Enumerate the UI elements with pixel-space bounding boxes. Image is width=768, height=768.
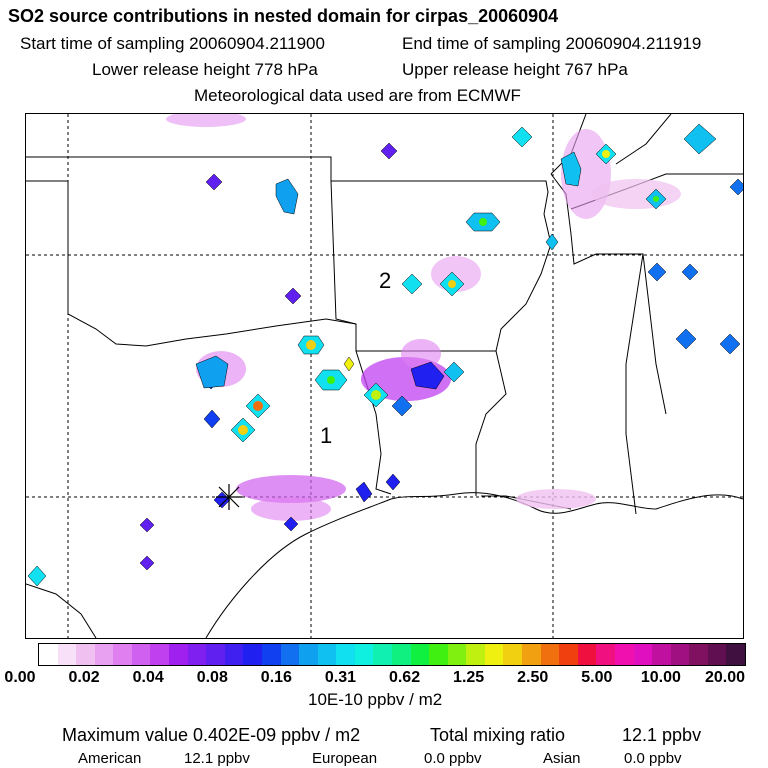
colorbar-segment <box>261 644 281 665</box>
release-site-marker <box>216 484 242 510</box>
american-label: American <box>78 750 142 767</box>
colorbar-segment <box>206 644 225 665</box>
colorbar <box>38 643 746 666</box>
source-contribution-map: 1 2 <box>25 113 744 639</box>
total-mixing-ratio-label: Total mixing ratio <box>430 725 566 745</box>
colorbar-units: 10E-10 ppbv / m2 <box>308 690 443 709</box>
colorbar-segment <box>429 644 448 665</box>
colorbar-tick-label: 0.00 <box>4 669 36 686</box>
colorbar-segment <box>484 644 504 665</box>
colorbar-segment <box>614 644 634 665</box>
colorbar-segment <box>299 644 318 665</box>
asian-value: 0.0 ppbv <box>624 750 682 767</box>
colorbar-segment <box>131 644 151 665</box>
plot-title: SO2 source contributions in nested domai… <box>8 6 559 26</box>
met-data-note: Meteorological data used are from ECMWF <box>194 86 521 105</box>
colorbar-segment <box>94 644 114 665</box>
map-canvas <box>26 114 743 638</box>
colorbar-segment <box>354 644 374 665</box>
colorbar-segment <box>187 644 207 665</box>
colorbar-segment <box>466 644 485 665</box>
colorbar-tick-label: 0.31 <box>324 669 357 686</box>
colorbar-tick-label: 0.62 <box>388 669 421 686</box>
european-label: European <box>312 750 378 767</box>
plume-areas <box>166 114 681 521</box>
colorbar-segment <box>373 644 392 665</box>
colorbar-segment <box>39 644 58 665</box>
colorbar-tick-label: 20.00 <box>704 669 746 686</box>
map-label-1: 1 <box>320 423 333 448</box>
source-markers <box>27 123 743 587</box>
colorbar-segment <box>503 644 523 665</box>
colorbar-segment <box>670 644 690 665</box>
colorbar-segment <box>224 644 244 665</box>
colorbar-tick-label: 10.00 <box>640 669 681 686</box>
european-value: 0.0 ppbv <box>424 750 482 767</box>
colorbar-segment <box>540 644 560 665</box>
colorbar-tick-label: 0.04 <box>132 669 164 686</box>
colorbar-segment <box>726 644 745 665</box>
upper-release-height: Upper release height 767 hPa <box>402 60 628 79</box>
colorbar-segment <box>596 644 615 665</box>
colorbar-segment <box>280 644 300 665</box>
maximum-value: Maximum value 0.402E-09 ppbv / m2 <box>62 725 361 745</box>
lower-release-height: Lower release height 778 hPa <box>92 60 318 79</box>
total-mixing-ratio-value: 12.1 ppbv <box>622 725 702 745</box>
asian-label: Asian <box>543 750 581 767</box>
colorbar-segment <box>689 644 708 665</box>
colorbar-segment <box>113 644 132 665</box>
colorbar-segment <box>317 644 337 665</box>
colorbar-segment <box>243 644 262 665</box>
colorbar-segment <box>652 644 671 665</box>
colorbar-tick-label: 0.02 <box>68 669 100 686</box>
colorbar-segment <box>707 644 727 665</box>
map-label-2: 2 <box>379 268 392 293</box>
colorbar-segment <box>522 644 541 665</box>
colorbar-tick-label: 0.16 <box>260 669 292 686</box>
colorbar-segment <box>410 644 430 665</box>
start-time: Start time of sampling 20060904.211900 <box>20 34 325 53</box>
colorbar-segment <box>57 644 77 665</box>
colorbar-segment <box>150 644 170 665</box>
colorbar-tick-label: 1.25 <box>453 669 485 686</box>
colorbar-tick-label: 0.08 <box>196 669 228 686</box>
colorbar-segment <box>559 644 578 665</box>
colorbar-segment <box>577 644 597 665</box>
colorbar-segment <box>391 644 411 665</box>
colorbar-segment <box>447 644 467 665</box>
colorbar-segment <box>169 644 188 665</box>
colorbar-tick-label: 2.50 <box>517 669 549 686</box>
colorbar-segment <box>633 644 653 665</box>
colorbar-segment <box>336 644 355 665</box>
end-time: End time of sampling 20060904.211919 <box>402 34 702 53</box>
colorbar-segment <box>76 644 95 665</box>
colorbar-tick-label: 5.00 <box>581 669 613 686</box>
american-value: 12.1 ppbv <box>184 750 250 767</box>
